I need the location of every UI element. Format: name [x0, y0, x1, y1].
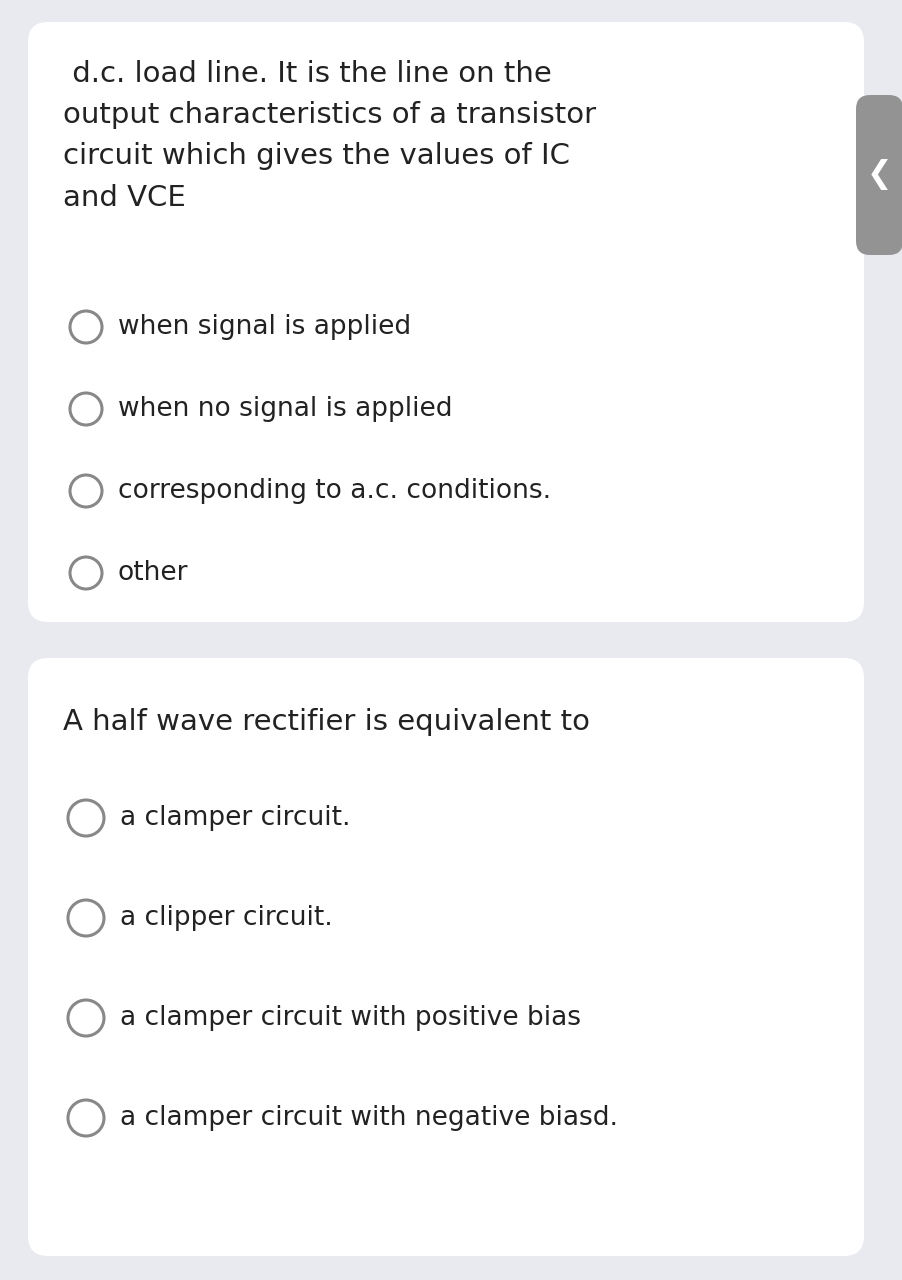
FancyBboxPatch shape [28, 658, 863, 1256]
Text: other: other [118, 561, 189, 586]
Text: a clipper circuit.: a clipper circuit. [120, 905, 332, 931]
Text: when signal is applied: when signal is applied [118, 314, 410, 340]
Text: a clamper circuit with negative biasd.: a clamper circuit with negative biasd. [120, 1105, 617, 1132]
Text: ❮: ❮ [866, 160, 891, 191]
FancyBboxPatch shape [855, 95, 902, 255]
Text: when no signal is applied: when no signal is applied [118, 396, 452, 422]
Text: d.c. load line. It is the line on the
output characteristics of a transistor
cir: d.c. load line. It is the line on the ou… [63, 60, 595, 211]
FancyBboxPatch shape [28, 22, 863, 622]
Text: A half wave rectifier is equivalent to: A half wave rectifier is equivalent to [63, 708, 589, 736]
Text: corresponding to a.c. conditions.: corresponding to a.c. conditions. [118, 477, 550, 504]
Text: a clamper circuit.: a clamper circuit. [120, 805, 350, 831]
Text: a clamper circuit with positive bias: a clamper circuit with positive bias [120, 1005, 580, 1030]
